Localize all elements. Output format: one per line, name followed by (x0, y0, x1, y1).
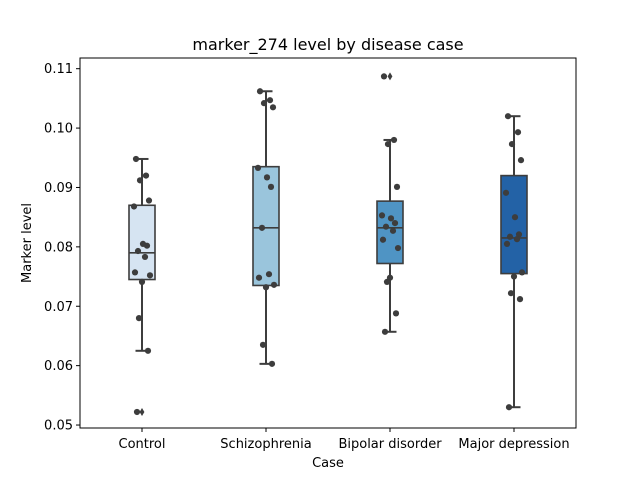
y-tick-label: 0.07 (44, 300, 73, 315)
data-point (130, 203, 138, 210)
x-tick-label: Schizophrenia (220, 437, 311, 452)
points-layer (130, 73, 526, 416)
data-point (508, 141, 516, 148)
data-point (143, 242, 151, 249)
x-axis-label: Case (312, 456, 344, 471)
x-tick-label: Control (119, 437, 166, 452)
data-point (381, 328, 389, 335)
data-point (131, 269, 139, 276)
data-point (141, 253, 149, 261)
data-point (383, 278, 391, 286)
data-point (393, 183, 401, 190)
data-point (145, 197, 153, 204)
data-point (378, 212, 386, 219)
data-point (518, 269, 526, 276)
data-point (263, 174, 271, 181)
data-point (266, 97, 274, 104)
box-iqr (252, 165, 280, 287)
data-point (505, 404, 513, 411)
y-tick-label: 0.11 (44, 62, 73, 77)
data-point (258, 224, 266, 231)
data-point (504, 113, 512, 120)
y-tick-label: 0.06 (44, 359, 73, 374)
data-point (391, 220, 399, 227)
data-point (507, 290, 515, 297)
data-point (269, 104, 277, 111)
data-point (394, 244, 402, 252)
y-axis: 0.05 0.06 0.07 0.08 0.09 0.10 0.11 (44, 62, 80, 434)
data-point (389, 227, 397, 234)
data-point (265, 271, 273, 278)
box-group (376, 72, 404, 333)
data-point (510, 273, 518, 280)
data-point (133, 408, 141, 416)
data-point (259, 341, 267, 348)
outlier-marker (139, 407, 145, 416)
data-point (268, 360, 276, 367)
data-point (136, 177, 144, 184)
chart-title: marker_274 level by disease case (192, 35, 463, 55)
data-point (390, 136, 398, 144)
data-point (262, 284, 270, 291)
data-point (511, 214, 519, 221)
y-tick-label: 0.10 (44, 122, 73, 137)
data-point (382, 223, 390, 230)
plot-frame (79, 57, 577, 429)
data-point (267, 183, 275, 190)
data-point (387, 215, 395, 222)
box-iqr (376, 200, 404, 265)
data-point (516, 296, 524, 303)
data-point (144, 347, 152, 354)
y-tick-label: 0.05 (44, 419, 73, 434)
y-tick-label: 0.09 (44, 181, 73, 196)
data-point (132, 155, 140, 163)
data-point (270, 281, 278, 288)
data-point (513, 236, 521, 243)
data-point (380, 73, 388, 80)
data-point (517, 157, 525, 164)
y-axis-label: Marker level (20, 203, 35, 283)
data-point (260, 100, 268, 107)
outlier-marker (387, 72, 393, 81)
boxes-layer (128, 72, 528, 416)
data-point (254, 164, 262, 171)
x-tick-label: Major depression (458, 437, 569, 452)
data-point (255, 274, 263, 281)
data-point (138, 278, 146, 286)
box-group (128, 157, 156, 416)
data-point (256, 88, 264, 95)
data-point (135, 315, 143, 322)
data-point (514, 129, 522, 136)
data-point (503, 240, 511, 247)
data-point (392, 310, 400, 317)
x-axis: Control Schizophrenia Bipolar disorder Majo… (119, 428, 570, 452)
y-tick-label: 0.08 (44, 240, 73, 255)
box-group (252, 90, 280, 365)
data-point (134, 247, 142, 255)
data-point (515, 231, 523, 238)
x-tick-label: Bipolar disorder (338, 437, 442, 452)
data-point (379, 236, 387, 243)
data-point (502, 189, 510, 196)
data-point (384, 141, 392, 148)
data-point (146, 272, 154, 279)
data-point (142, 172, 150, 179)
data-point (506, 233, 514, 240)
